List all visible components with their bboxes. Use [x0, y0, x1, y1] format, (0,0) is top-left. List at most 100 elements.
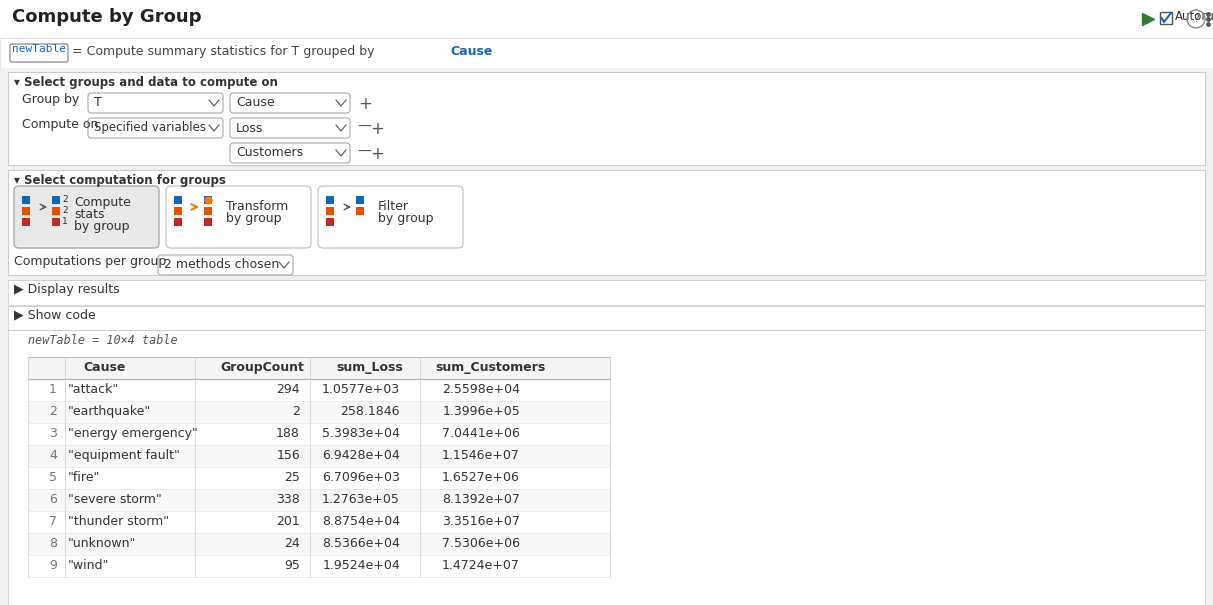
Bar	[28, 467, 610, 489]
Text: 1.6527e+06: 1.6527e+06	[442, 471, 520, 484]
Bar	[28, 401, 610, 423]
Text: Compute by Group: Compute by Group	[12, 8, 201, 26]
FancyBboxPatch shape	[166, 186, 311, 248]
Text: 338: 338	[277, 493, 300, 506]
Bar	[28, 511, 610, 533]
FancyBboxPatch shape	[158, 255, 294, 275]
Text: —: —	[357, 120, 371, 134]
Text: 6.7096e+03: 6.7096e+03	[323, 471, 400, 484]
Text: "earthquake": "earthquake"	[68, 405, 152, 418]
Text: 1: 1	[49, 383, 57, 396]
Text: 1.4724e+07: 1.4724e+07	[442, 559, 520, 572]
Text: T: T	[93, 97, 102, 110]
Text: 25: 25	[284, 471, 300, 484]
Text: "wind": "wind"	[68, 559, 109, 572]
Text: Cause: Cause	[237, 97, 274, 110]
Text: 5: 5	[49, 471, 57, 484]
Text: 3: 3	[49, 427, 57, 440]
Text: 8: 8	[49, 537, 57, 550]
Text: Filter: Filter	[378, 200, 409, 213]
Text: —: —	[357, 145, 371, 159]
Text: "severe storm": "severe storm"	[68, 493, 161, 506]
Text: Cause: Cause	[450, 45, 492, 58]
Text: 6.9428e+04: 6.9428e+04	[323, 449, 400, 462]
Bar	[204, 218, 212, 226]
Text: 8.5366e+04: 8.5366e+04	[323, 537, 400, 550]
Bar	[52, 218, 59, 226]
Text: 8.8754e+04: 8.8754e+04	[321, 515, 400, 528]
Text: 156: 156	[277, 449, 300, 462]
Text: Compute: Compute	[74, 196, 131, 209]
Text: +: +	[370, 120, 383, 138]
Bar	[28, 445, 610, 467]
Text: sum_Customers: sum_Customers	[435, 361, 545, 374]
Text: by group: by group	[378, 212, 433, 225]
Text: stats: stats	[74, 208, 104, 221]
FancyBboxPatch shape	[89, 118, 223, 138]
Bar	[28, 379, 610, 401]
FancyBboxPatch shape	[230, 118, 351, 138]
Text: ▶ Display results: ▶ Display results	[15, 283, 120, 296]
Text: 1.3996e+05: 1.3996e+05	[443, 405, 520, 418]
Bar	[22, 207, 30, 215]
Bar	[28, 533, 610, 555]
Bar	[173, 218, 182, 226]
Bar	[8, 170, 1205, 275]
Bar	[326, 196, 334, 204]
Bar	[326, 218, 334, 226]
FancyBboxPatch shape	[10, 44, 68, 62]
Text: 2: 2	[62, 206, 68, 215]
Text: newTable = 10×4 table: newTable = 10×4 table	[28, 334, 177, 347]
Text: 1.9524e+04: 1.9524e+04	[323, 559, 400, 572]
Text: 2.5598e+04: 2.5598e+04	[442, 383, 520, 396]
FancyBboxPatch shape	[230, 93, 351, 113]
Text: +: +	[370, 145, 383, 163]
Text: Specified variables: Specified variables	[93, 122, 206, 134]
Text: 4: 4	[49, 449, 57, 462]
Bar	[0, 0, 1213, 38]
Text: 1.2763e+05: 1.2763e+05	[323, 493, 400, 506]
Bar	[22, 196, 30, 204]
Text: 7.0441e+06: 7.0441e+06	[442, 427, 520, 440]
Text: 8.1392e+07: 8.1392e+07	[442, 493, 520, 506]
Bar	[355, 207, 364, 215]
Text: 2: 2	[292, 405, 300, 418]
Text: "equipment fault": "equipment fault"	[68, 449, 180, 462]
Text: 6: 6	[49, 493, 57, 506]
Text: Loss: Loss	[237, 122, 263, 134]
Bar	[52, 196, 59, 204]
Text: Transform: Transform	[226, 200, 289, 213]
Text: 188: 188	[277, 427, 300, 440]
Bar	[8, 72, 1205, 165]
Bar	[52, 207, 59, 215]
Text: by group: by group	[74, 220, 130, 233]
Text: 7.5306e+06: 7.5306e+06	[442, 537, 520, 550]
Text: 2 methods chosen: 2 methods chosen	[164, 258, 279, 272]
Text: Compute on: Compute on	[22, 118, 98, 131]
Bar	[28, 357, 610, 379]
Text: "fire": "fire"	[68, 471, 101, 484]
Text: ▾ Select computation for groups: ▾ Select computation for groups	[15, 174, 226, 187]
Bar	[22, 218, 30, 226]
Text: 5.3983e+04: 5.3983e+04	[323, 427, 400, 440]
Text: = Compute summary statistics for T grouped by: = Compute summary statistics for T group…	[72, 45, 378, 58]
Text: "energy emergency": "energy emergency"	[68, 427, 198, 440]
Text: sum_Loss: sum_Loss	[337, 361, 404, 374]
Bar	[204, 196, 212, 204]
Text: +: +	[358, 95, 372, 113]
FancyBboxPatch shape	[89, 93, 223, 113]
Text: 258.1846: 258.1846	[341, 405, 400, 418]
Bar	[8, 280, 1205, 305]
Text: "attack": "attack"	[68, 383, 119, 396]
Bar	[28, 555, 610, 577]
Text: ▶ Show code: ▶ Show code	[15, 308, 96, 321]
Text: 9: 9	[49, 559, 57, 572]
Bar	[204, 207, 212, 215]
Text: 201: 201	[277, 515, 300, 528]
Text: 1.0577e+03: 1.0577e+03	[321, 383, 400, 396]
Text: 1.1546e+07: 1.1546e+07	[442, 449, 520, 462]
Text: 7: 7	[49, 515, 57, 528]
Text: 2: 2	[62, 195, 68, 204]
Text: 24: 24	[284, 537, 300, 550]
Bar	[355, 196, 364, 204]
